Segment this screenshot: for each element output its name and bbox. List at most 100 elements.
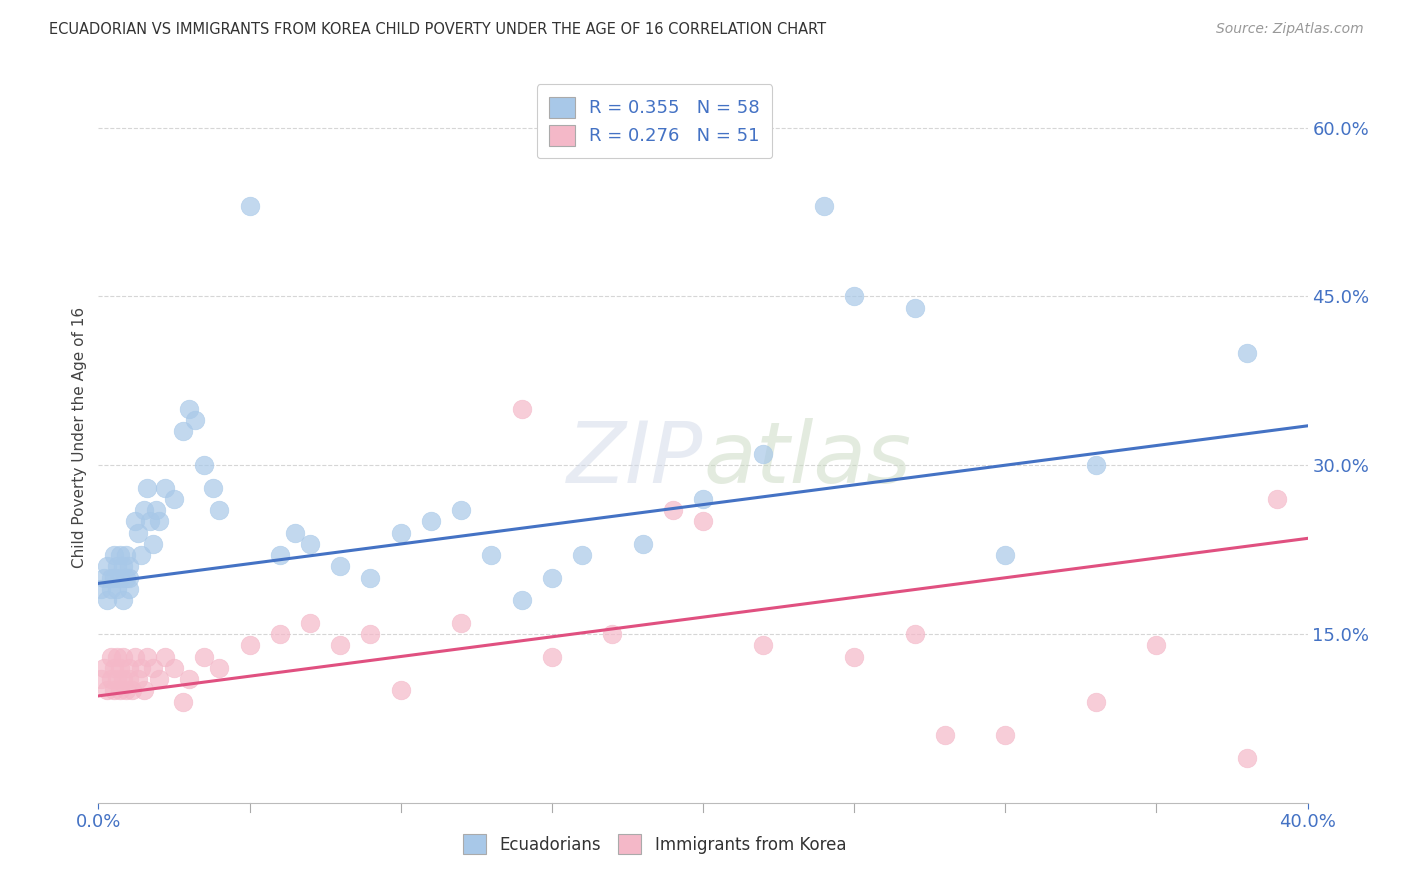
Point xyxy=(239,638,262,652)
Point xyxy=(904,627,927,641)
Point xyxy=(103,683,125,698)
Point xyxy=(90,582,112,596)
Point xyxy=(118,672,141,686)
Point xyxy=(420,515,443,529)
Point xyxy=(163,491,186,506)
Point xyxy=(129,548,152,562)
Point xyxy=(132,683,155,698)
Point xyxy=(148,515,170,529)
Point xyxy=(692,491,714,506)
Point xyxy=(105,672,128,686)
Text: ECUADORIAN VS IMMIGRANTS FROM KOREA CHILD POVERTY UNDER THE AGE OF 16 CORRELATIO: ECUADORIAN VS IMMIGRANTS FROM KOREA CHIL… xyxy=(49,22,827,37)
Point xyxy=(360,627,382,641)
Point xyxy=(118,571,141,585)
Point xyxy=(111,672,134,686)
Point xyxy=(631,537,654,551)
Point xyxy=(904,301,927,315)
Point xyxy=(299,537,322,551)
Text: atlas: atlas xyxy=(703,417,911,500)
Y-axis label: Child Poverty Under the Age of 16: Child Poverty Under the Age of 16 xyxy=(72,307,87,567)
Point xyxy=(193,458,215,473)
Point xyxy=(994,548,1017,562)
Point xyxy=(163,661,186,675)
Point xyxy=(661,503,683,517)
Point xyxy=(108,661,131,675)
Point xyxy=(329,638,352,652)
Point xyxy=(299,615,322,630)
Point xyxy=(105,559,128,574)
Point xyxy=(118,582,141,596)
Point xyxy=(481,548,503,562)
Point xyxy=(571,548,593,562)
Point xyxy=(752,447,775,461)
Point xyxy=(510,401,533,416)
Point xyxy=(208,503,231,517)
Point xyxy=(179,672,201,686)
Point xyxy=(108,571,131,585)
Point xyxy=(510,593,533,607)
Point xyxy=(111,559,134,574)
Point xyxy=(124,649,146,664)
Point xyxy=(1267,491,1289,506)
Point xyxy=(179,401,201,416)
Point xyxy=(389,525,412,540)
Point xyxy=(124,515,146,529)
Point xyxy=(100,649,122,664)
Point xyxy=(1236,751,1258,765)
Point xyxy=(139,515,162,529)
Text: ZIP: ZIP xyxy=(567,417,703,500)
Point xyxy=(93,571,115,585)
Point xyxy=(269,548,291,562)
Point xyxy=(105,582,128,596)
Text: Source: ZipAtlas.com: Source: ZipAtlas.com xyxy=(1216,22,1364,37)
Point xyxy=(844,289,866,303)
Point xyxy=(105,649,128,664)
Point xyxy=(692,515,714,529)
Point xyxy=(239,199,262,213)
Point xyxy=(118,559,141,574)
Point xyxy=(540,649,562,664)
Point xyxy=(121,683,143,698)
Point xyxy=(1085,694,1108,708)
Point xyxy=(90,672,112,686)
Point xyxy=(142,661,165,675)
Point xyxy=(269,627,291,641)
Point xyxy=(114,683,136,698)
Point xyxy=(193,649,215,664)
Point xyxy=(108,683,131,698)
Point xyxy=(111,593,134,607)
Point xyxy=(202,481,225,495)
Point xyxy=(813,199,835,213)
Point xyxy=(1085,458,1108,473)
Point xyxy=(540,571,562,585)
Point xyxy=(389,683,412,698)
Point xyxy=(100,571,122,585)
Point xyxy=(96,559,118,574)
Point xyxy=(360,571,382,585)
Point xyxy=(184,413,207,427)
Point xyxy=(132,503,155,517)
Point xyxy=(96,593,118,607)
Point xyxy=(1236,345,1258,359)
Point xyxy=(114,571,136,585)
Point xyxy=(135,481,157,495)
Point xyxy=(108,548,131,562)
Point xyxy=(153,649,176,664)
Point xyxy=(103,661,125,675)
Point xyxy=(127,525,149,540)
Point xyxy=(96,683,118,698)
Point xyxy=(153,481,176,495)
Legend: Ecuadorians, Immigrants from Korea: Ecuadorians, Immigrants from Korea xyxy=(457,828,853,860)
Point xyxy=(172,425,194,439)
Point xyxy=(111,649,134,664)
Point xyxy=(103,571,125,585)
Point xyxy=(329,559,352,574)
Point xyxy=(114,548,136,562)
Point xyxy=(844,649,866,664)
Point xyxy=(135,649,157,664)
Point xyxy=(1144,638,1167,652)
Point xyxy=(994,728,1017,742)
Point xyxy=(93,661,115,675)
Point xyxy=(602,627,624,641)
Point xyxy=(450,503,472,517)
